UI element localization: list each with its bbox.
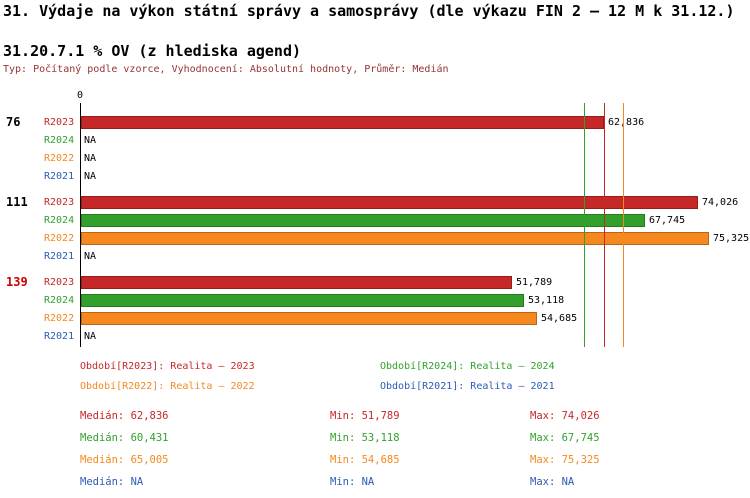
value-bar: [81, 276, 512, 289]
value-bar: [81, 232, 709, 245]
stat-median-r2021: Medián: NA: [80, 476, 144, 488]
stat-max-r2021: Max: NA: [530, 476, 575, 488]
series-label: R2021: [44, 251, 75, 262]
group-label: 139: [6, 275, 28, 289]
value-label: 53,118: [528, 295, 565, 306]
series-label: R2022: [44, 313, 75, 324]
series-label: R2023: [44, 197, 75, 208]
stat-min-r2022: Min: 54,685: [330, 454, 400, 466]
value-label: NA: [84, 153, 97, 164]
chart-type-line: Typ: Počítaný podle vzorce, Vyhodnocení:…: [3, 64, 449, 75]
x-axis-zero-label: 0: [76, 90, 84, 101]
chart-subtitle: 31.20.7.1 % OV (z hlediska agend): [3, 42, 302, 60]
value-label: 51,789: [516, 277, 553, 288]
value-label: NA: [84, 171, 97, 182]
chart-title: 31. Výdaje na výkon státní správy a samo…: [3, 2, 735, 20]
value-label: 62,836: [608, 117, 645, 128]
stat-median-r2022: Medián: 65,005: [80, 454, 169, 466]
value-bar: [81, 294, 524, 307]
stat-min-r2024: Min: 53,118: [330, 432, 400, 444]
value-bar: [81, 312, 537, 325]
legend-item-r2022: Období[R2022]: Realita – 2022: [80, 381, 255, 392]
value-bar: [81, 214, 645, 227]
median-line-r2022: [623, 103, 624, 347]
stat-median-r2024: Medián: 60,431: [80, 432, 169, 444]
value-label: 74,026: [702, 197, 739, 208]
value-label: NA: [84, 251, 97, 262]
group-label: 111: [6, 195, 28, 209]
series-label: R2021: [44, 331, 75, 342]
series-label: R2021: [44, 171, 75, 182]
stat-min-r2023: Min: 51,789: [330, 410, 400, 422]
stat-max-r2024: Max: 67,745: [530, 432, 600, 444]
legend-item-r2024: Období[R2024]: Realita – 2024: [380, 361, 555, 372]
legend-item-r2023: Období[R2023]: Realita – 2023: [80, 361, 255, 372]
series-label: R2022: [44, 233, 75, 244]
stat-median-r2023: Medián: 62,836: [80, 410, 169, 422]
value-bar: [81, 196, 698, 209]
stat-min-r2021: Min: NA: [330, 476, 375, 488]
stat-max-r2022: Max: 75,325: [530, 454, 600, 466]
series-label: R2024: [44, 215, 75, 226]
value-label: 67,745: [649, 215, 686, 226]
group-label: 76: [6, 115, 21, 129]
median-line-r2024: [584, 103, 585, 347]
series-label: R2024: [44, 295, 75, 306]
series-label: R2024: [44, 135, 75, 146]
legend-item-r2021: Období[R2021]: Realita – 2021: [380, 381, 555, 392]
series-label: R2022: [44, 153, 75, 164]
value-label: NA: [84, 135, 97, 146]
bar-chart: 0 76 R2023 62,836 R2024 NA R2022 NA R2021 NA 111 R…: [6, 90, 750, 347]
series-label: R2023: [44, 117, 75, 128]
series-label: R2023: [44, 277, 75, 288]
y-axis-line: [80, 103, 81, 347]
value-label: 54,685: [541, 313, 578, 324]
median-line-r2023: [604, 103, 605, 347]
value-bar: [81, 116, 604, 129]
value-label: NA: [84, 331, 97, 342]
value-label: 75,325: [713, 233, 750, 244]
stat-max-r2023: Max: 74,026: [530, 410, 600, 422]
